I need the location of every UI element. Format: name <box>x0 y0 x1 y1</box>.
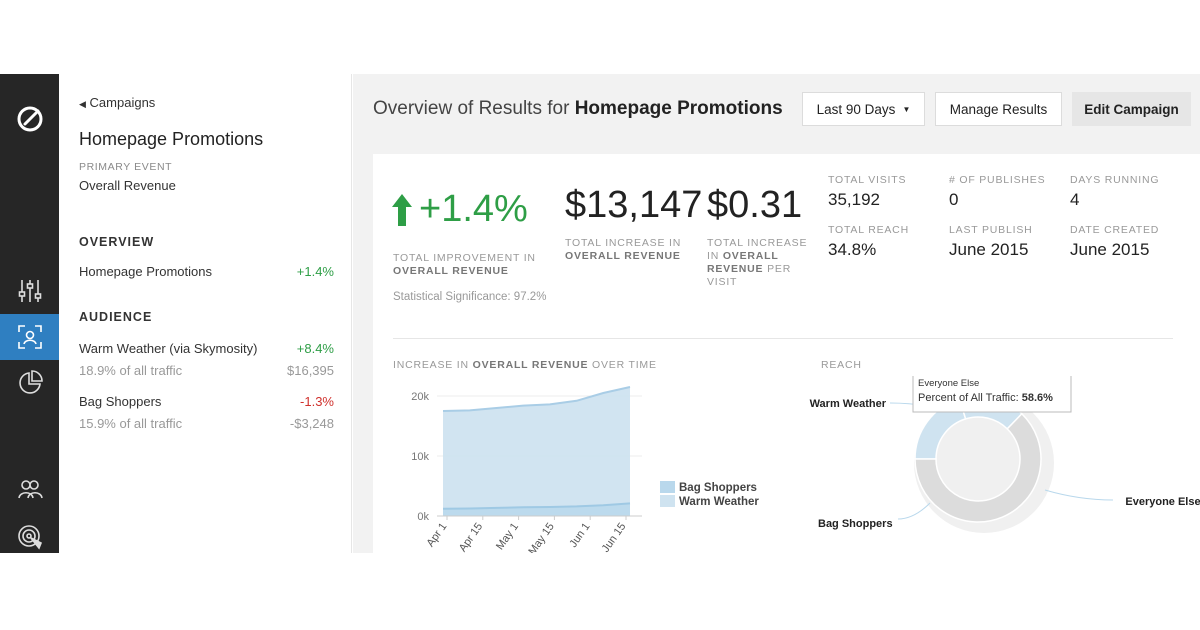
y-tick-label: 0k <box>417 511 429 523</box>
x-tick-label: Jun 15 <box>600 521 629 553</box>
y-tick-label: 20k <box>411 391 429 403</box>
audience-row-change: -1.3% <box>300 394 334 409</box>
legend-swatch <box>660 495 675 507</box>
audience-row-traffic: 15.9% of all traffic <box>79 416 183 431</box>
x-tick-label: May 1 <box>494 521 521 552</box>
slice-label: Bag Shoppers <box>818 518 893 530</box>
tooltip-title: Everyone Else <box>918 378 979 389</box>
section-divider <box>393 338 1173 339</box>
audience-scan-icon[interactable] <box>0 314 59 360</box>
legend-label: Warm Weather <box>679 496 759 508</box>
campaign-title: Homepage Promotions <box>79 129 264 149</box>
sliders-icon[interactable] <box>0 268 59 314</box>
back-to-campaigns-link[interactable]: ◀ Campaigns <box>79 95 156 110</box>
date-range-dropdown[interactable]: Last 90 Days ▼ <box>802 92 925 126</box>
y-tick-label: 10k <box>411 451 429 463</box>
tooltip-box <box>912 376 1072 413</box>
audience-row-traffic: 18.9% of all traffic <box>79 363 183 378</box>
page-title: Overview of Results for Homepage Promoti… <box>373 98 783 119</box>
area-chart-title: INCREASE IN OVERALL REVENUE OVER TIME <box>393 359 657 371</box>
stat-value: 4 <box>1070 190 1080 209</box>
arrow-up-icon <box>392 193 412 226</box>
target-cursor-icon[interactable] <box>0 514 59 553</box>
stat-label: LAST PUBLISH <box>949 224 1033 236</box>
leader-line <box>1044 489 1114 501</box>
overview-row[interactable]: Homepage Promotions +1.4% <box>79 264 334 279</box>
app-rail <box>0 74 59 553</box>
statistical-significance: Statistical Significance: 97.2% <box>393 291 547 303</box>
per-visit-caption: TOTAL INCREASE IN OVERALL REVENUE PER VI… <box>707 237 808 288</box>
improvement-caption: TOTAL IMPROVEMENT IN OVERALL REVENUE <box>393 252 536 277</box>
caret-down-icon: ▼ <box>902 104 911 114</box>
leader-line <box>897 502 931 520</box>
per-visit-kpi: $0.31 <box>707 184 803 226</box>
pie-chart-icon[interactable] <box>0 360 59 406</box>
stat-value: June 2015 <box>949 240 1029 259</box>
overview-heading: OVERVIEW <box>79 235 155 249</box>
stat-value: June 2015 <box>1070 240 1150 259</box>
results-main: Overview of Results for Homepage Promoti… <box>353 74 1200 553</box>
tooltip-value: 58.6% <box>1022 392 1053 404</box>
x-tick-label: Jun 1 <box>567 521 592 550</box>
audience-row-revenue: -$3,248 <box>289 416 334 431</box>
total-increase-caption: TOTAL INCREASE IN OVERALL REVENUE <box>565 237 682 262</box>
series-line-bag-shoppers <box>442 502 631 510</box>
stat-label: # OF PUBLISHES <box>949 174 1046 186</box>
stat-value: 34.8% <box>828 240 877 259</box>
legend-label: Bag Shoppers <box>679 482 757 494</box>
primary-event-value: Overall Revenue <box>79 178 176 193</box>
stat-label: DAYS RUNNING <box>1070 174 1160 186</box>
edit-campaign-button[interactable]: Edit Campaign <box>1072 92 1191 126</box>
series-line-warm-weather <box>442 386 631 412</box>
stat-value: 0 <box>949 190 959 209</box>
tooltip-label: Percent of All Traffic: <box>918 392 1022 404</box>
audience-row-details: 15.9% of all traffic -$3,248 <box>79 416 334 431</box>
overview-row-change: +1.4% <box>296 264 334 279</box>
reach-chart-title: REACH <box>821 359 862 371</box>
overview-row-name: Homepage Promotions <box>79 264 212 279</box>
primary-event-label: PRIMARY EVENT <box>79 161 173 173</box>
legend-swatch <box>660 481 675 493</box>
tooltip-body: Percent of All Traffic: 58.6% <box>918 392 1053 404</box>
area-series-warm-weather[interactable] <box>443 387 630 516</box>
audience-row-name: Warm Weather (via Skymosity) <box>79 341 258 356</box>
x-tick-label: May 15 <box>526 521 557 553</box>
audience-row-name: Bag Shoppers <box>79 394 162 409</box>
slice-label: Everyone Else <box>1125 496 1200 508</box>
audience-row-bag-shoppers[interactable]: Bag Shoppers -1.3% <box>79 394 334 409</box>
users-icon[interactable] <box>0 466 59 512</box>
slice-label: Warm Weather <box>810 398 887 410</box>
donut-slice-everyone-else[interactable] <box>914 412 1042 523</box>
x-tick-label: Apr 1 <box>425 521 450 549</box>
app-logo-icon[interactable] <box>0 96 59 142</box>
stat-label: TOTAL REACH <box>828 224 909 236</box>
stat-label: TOTAL VISITS <box>828 174 907 186</box>
x-tick-label: Apr 15 <box>457 521 485 553</box>
chevron-left-icon: ◀ <box>79 99 86 109</box>
campaign-sidebar: ◀ Campaigns Homepage Promotions PRIMARY … <box>59 74 352 553</box>
stat-value: 35,192 <box>828 190 880 209</box>
donut-tooltip: Everyone Else Percent of All Traffic: 58.… <box>912 376 1072 413</box>
audience-heading: AUDIENCE <box>79 310 153 324</box>
results-card: +1.4% TOTAL IMPROVEMENT IN OVERALL REVEN… <box>373 154 1200 553</box>
stat-label: DATE CREATED <box>1070 224 1160 236</box>
total-increase-kpi: $13,147 <box>565 184 703 226</box>
manage-results-button[interactable]: Manage Results <box>935 92 1062 126</box>
audience-row-revenue: $16,395 <box>287 363 334 378</box>
improvement-kpi: +1.4% <box>391 188 528 231</box>
audience-row-change: +8.4% <box>296 341 334 356</box>
audience-row-details: 18.9% of all traffic $16,395 <box>79 363 334 378</box>
audience-row-warm-weather[interactable]: Warm Weather (via Skymosity) +8.4% <box>79 341 334 356</box>
